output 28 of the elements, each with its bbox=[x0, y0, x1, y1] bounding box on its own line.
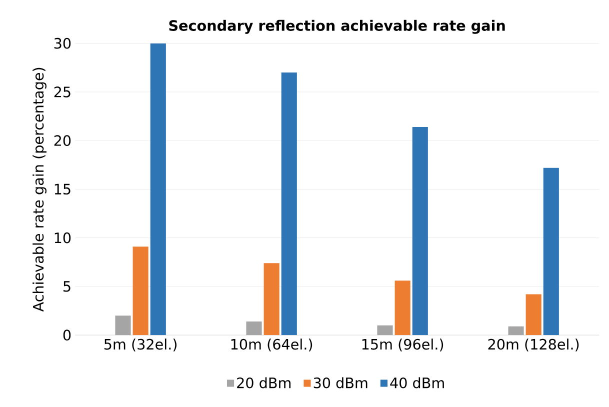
legend-label: 20 dBm bbox=[237, 377, 291, 388]
y-tick-label: 5 bbox=[64, 281, 70, 292]
bar bbox=[115, 316, 131, 336]
bar bbox=[508, 326, 524, 336]
y-tick-label: 0 bbox=[63, 330, 71, 340]
x-tick-label: 20m (128el.) bbox=[488, 338, 579, 352]
bar bbox=[394, 280, 410, 336]
bar bbox=[150, 43, 166, 336]
legend-label: 30 dBm bbox=[314, 377, 368, 388]
y-tick-label: 10 bbox=[54, 232, 71, 244]
y-tick-label: 15 bbox=[54, 184, 70, 195]
y-axis-title: Achievable rate gain (percentage) bbox=[32, 68, 46, 312]
bar bbox=[377, 325, 393, 336]
bar bbox=[281, 72, 297, 336]
bar bbox=[543, 168, 559, 336]
y-tick-label: 20 bbox=[54, 135, 71, 146]
x-tick-label: 15m (96el.) bbox=[362, 338, 444, 352]
legend-label: 40 dBm bbox=[390, 377, 444, 388]
bar bbox=[412, 126, 428, 336]
x-tick-label: 10m (64el.) bbox=[231, 338, 312, 352]
chart-title: Secondary reflection achievable rate gain bbox=[169, 20, 505, 34]
bar bbox=[526, 294, 542, 336]
y-tick-label: 25 bbox=[54, 86, 70, 98]
y-tick-label: 30 bbox=[54, 38, 71, 49]
bar bbox=[264, 263, 280, 336]
bar bbox=[132, 246, 148, 336]
bar bbox=[246, 321, 262, 336]
x-tick-label: 5m (32el.) bbox=[104, 338, 177, 352]
